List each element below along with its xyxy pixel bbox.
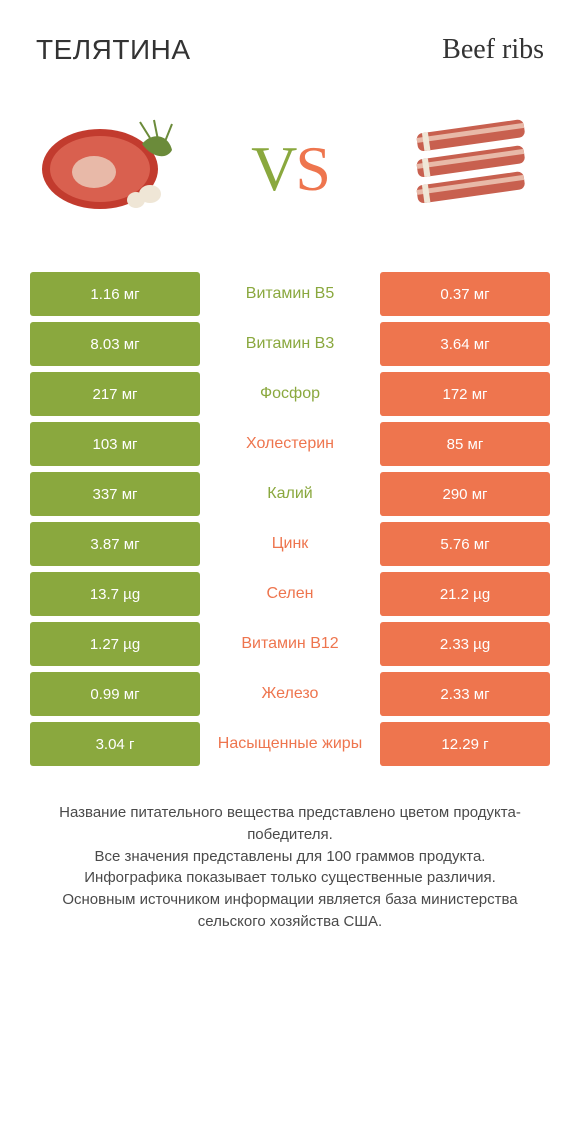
table-row: 217 мгФосфор172 мг bbox=[30, 372, 550, 416]
value-right: 2.33 мг bbox=[380, 672, 550, 716]
table-row: 337 мгКалий290 мг bbox=[30, 472, 550, 516]
table-row: 3.04 гНасыщенные жиры12.29 г bbox=[30, 722, 550, 766]
nutrient-table: 1.16 мгВитамин B50.37 мг8.03 мгВитамин B… bbox=[30, 272, 550, 766]
nutrient-label: Холестерин bbox=[200, 422, 380, 466]
nutrient-label: Железо bbox=[200, 672, 380, 716]
vs-s: S bbox=[295, 133, 329, 204]
table-row: 8.03 мгВитамин B33.64 мг bbox=[30, 322, 550, 366]
nutrient-label: Витамин B12 bbox=[200, 622, 380, 666]
value-right: 172 мг bbox=[380, 372, 550, 416]
nutrient-label: Цинк bbox=[200, 522, 380, 566]
value-right: 0.37 мг bbox=[380, 272, 550, 316]
value-left: 3.04 г bbox=[30, 722, 200, 766]
value-right: 12.29 г bbox=[380, 722, 550, 766]
value-right: 2.33 µg bbox=[380, 622, 550, 666]
header: ТЕЛЯТИНА Beef ribs bbox=[0, 0, 580, 66]
nutrient-label: Фосфор bbox=[200, 372, 380, 416]
footer-line: Название питательного вещества представл… bbox=[30, 802, 550, 846]
footer-line: Основным источником информации является … bbox=[30, 889, 550, 933]
footer-line: Все значения представлены для 100 граммо… bbox=[30, 846, 550, 868]
value-left: 0.99 мг bbox=[30, 672, 200, 716]
value-right: 21.2 µg bbox=[380, 572, 550, 616]
table-row: 3.87 мгЦинк5.76 мг bbox=[30, 522, 550, 566]
table-row: 1.16 мгВитамин B50.37 мг bbox=[30, 272, 550, 316]
veal-steak-icon bbox=[32, 114, 182, 224]
value-left: 1.16 мг bbox=[30, 272, 200, 316]
nutrient-label: Селен bbox=[200, 572, 380, 616]
value-left: 337 мг bbox=[30, 472, 200, 516]
table-row: 13.7 µgСелен21.2 µg bbox=[30, 572, 550, 616]
value-left: 217 мг bbox=[30, 372, 200, 416]
value-right: 5.76 мг bbox=[380, 522, 550, 566]
product-left-title: ТЕЛЯТИНА bbox=[36, 34, 191, 66]
nutrient-label: Калий bbox=[200, 472, 380, 516]
value-right: 85 мг bbox=[380, 422, 550, 466]
footer-note: Название питательного вещества представл… bbox=[30, 802, 550, 933]
beef-ribs-icon bbox=[398, 114, 548, 224]
value-left: 1.27 µg bbox=[30, 622, 200, 666]
nutrient-label: Витамин B3 bbox=[200, 322, 380, 366]
table-row: 103 мгХолестерин85 мг bbox=[30, 422, 550, 466]
value-left: 13.7 µg bbox=[30, 572, 200, 616]
value-left: 3.87 мг bbox=[30, 522, 200, 566]
value-right: 3.64 мг bbox=[380, 322, 550, 366]
value-left: 8.03 мг bbox=[30, 322, 200, 366]
vs-label: VS bbox=[251, 132, 329, 206]
vs-v: V bbox=[251, 133, 295, 204]
table-row: 0.99 мгЖелезо2.33 мг bbox=[30, 672, 550, 716]
product-right-title: Beef ribs bbox=[442, 34, 544, 66]
vs-row: VS bbox=[0, 66, 580, 272]
nutrient-label: Насыщенные жиры bbox=[200, 722, 380, 766]
table-row: 1.27 µgВитамин B122.33 µg bbox=[30, 622, 550, 666]
nutrient-label: Витамин B5 bbox=[200, 272, 380, 316]
value-right: 290 мг bbox=[380, 472, 550, 516]
value-left: 103 мг bbox=[30, 422, 200, 466]
footer-line: Инфографика показывает только существенн… bbox=[30, 867, 550, 889]
